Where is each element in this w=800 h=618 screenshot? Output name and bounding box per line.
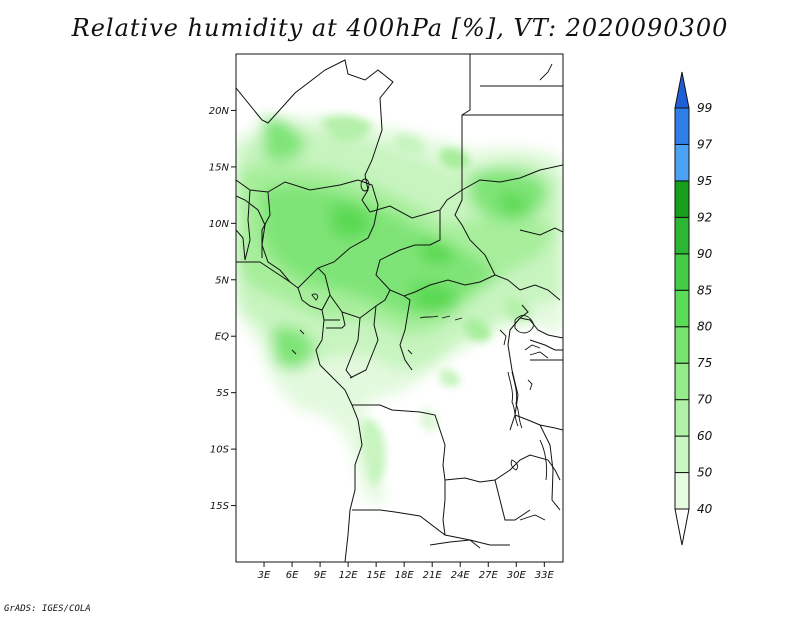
colorbar-label: 90 <box>697 247 713 261</box>
colorbar-label: 50 <box>697 466 713 480</box>
longitude-axis: 3E 6E 9E 12E 15E 18E 21E 24E 27E 30E 33E <box>258 562 555 581</box>
lon-tick-label: 9E <box>314 570 327 581</box>
credit-label: GrADS: IGES/COLA <box>4 604 91 614</box>
colorbar-label: 85 <box>697 283 712 297</box>
lat-tick-label: 10S <box>210 445 230 456</box>
colorbar-label: 95 <box>697 174 712 188</box>
lon-tick-label: 24E <box>451 570 471 581</box>
lat-tick-label: 5N <box>215 275 229 286</box>
lakes <box>291 63 553 549</box>
lat-tick-label: EQ <box>215 332 229 343</box>
lon-tick-label: 6E <box>286 570 299 581</box>
map-frame <box>235 53 564 563</box>
humidity-field <box>236 115 563 505</box>
lon-tick-label: 27E <box>479 570 499 581</box>
colorbar-label: 92 <box>697 210 712 224</box>
colorbar-segment <box>674 107 690 145</box>
colorbar-segment <box>674 289 690 328</box>
colorbar-label: 70 <box>697 393 713 407</box>
map-title: Relative humidity at 400hPa [%], VT: 202… <box>71 14 729 42</box>
lon-tick-label: 18E <box>395 570 415 581</box>
colorbar-label: 97 <box>697 137 713 151</box>
lat-tick-label: 20N <box>209 106 230 117</box>
colorbar-lower-extension <box>674 508 690 546</box>
lon-tick-label: 21E <box>423 570 443 581</box>
lon-tick-label: 33E <box>535 570 555 581</box>
colorbar-segment <box>674 435 690 474</box>
colorbar-segment <box>674 472 690 510</box>
colorbar: 40 50 60 70 75 80 85 90 92 95 97 99 <box>674 71 713 546</box>
colorbar-label: 60 <box>697 429 713 443</box>
lat-tick-label: 15N <box>209 162 230 173</box>
lat-tick-label: 10N <box>209 219 230 230</box>
colorbar-segment <box>674 326 690 364</box>
colorbar-segment <box>674 362 690 401</box>
lon-tick-label: 3E <box>258 570 271 581</box>
colorbar-upper-extension <box>674 71 690 109</box>
colorbar-segment <box>674 253 690 291</box>
colorbar-label: 99 <box>697 101 712 115</box>
lon-tick-label: 30E <box>507 570 527 581</box>
lat-tick-label: 15S <box>210 501 230 512</box>
latitude-axis: 20N 15N 10N 5N EQ 5S 10S 15S <box>209 106 236 512</box>
lon-tick-label: 12E <box>339 570 359 581</box>
colorbar-segment <box>674 143 690 182</box>
lon-tick-label: 15E <box>367 570 387 581</box>
colorbar-segment <box>674 399 690 437</box>
colorbar-segment <box>674 216 690 255</box>
colorbar-label: 80 <box>697 320 713 334</box>
colorbar-label: 75 <box>697 356 712 370</box>
country-borders <box>236 54 563 562</box>
colorbar-label: 40 <box>697 502 713 516</box>
colorbar-segment <box>674 180 690 218</box>
lat-tick-label: 5S <box>216 388 229 399</box>
